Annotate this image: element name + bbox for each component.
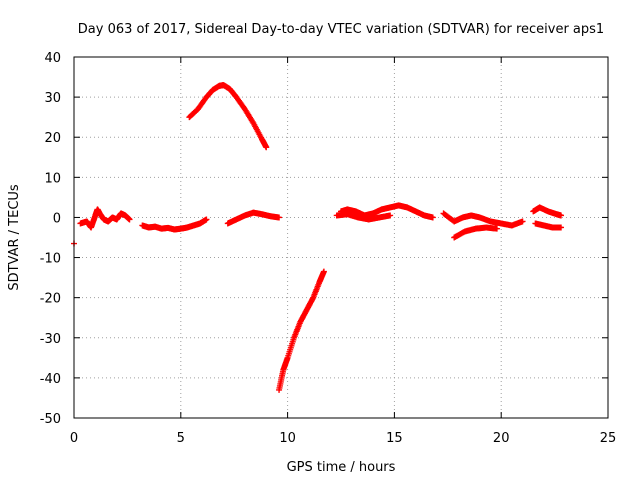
y-tick-label: 0 (53, 211, 61, 226)
data-point (519, 218, 526, 225)
tick-labels: 0 5 10 15 20 25 -50 -40 -30 -20 -10 0 10 20 30 40 (40, 51, 617, 446)
data-point (203, 216, 210, 223)
data-point (429, 214, 436, 221)
y-tick-label: -20 (40, 292, 61, 307)
axis-ticks (73, 56, 609, 419)
y-tick-label: -40 (40, 372, 61, 387)
x-tick-label: 10 (279, 431, 296, 446)
series-arc-6 (276, 268, 327, 393)
data-points (71, 82, 565, 393)
x-axis-label: GPS time / hours (287, 460, 396, 475)
series-arc-7 (338, 202, 436, 221)
y-tick-label: -10 (40, 252, 61, 267)
series-arc-5 (224, 209, 283, 227)
y-axis-label: SDTVAR / TECUs (7, 184, 22, 291)
x-tick-label: 5 (177, 431, 185, 446)
y-tick-label: 40 (44, 51, 61, 66)
x-tick-label: 15 (386, 431, 403, 446)
x-tick-label: 25 (600, 431, 617, 446)
data-point (320, 268, 327, 275)
series-arc-12 (532, 220, 565, 231)
data-point (263, 144, 270, 151)
chart-title: Day 063 of 2017, Sidereal Day-to-day VTE… (78, 22, 604, 37)
x-tick-label: 20 (493, 431, 510, 446)
x-tick-label: 0 (70, 431, 78, 446)
series-arc-2 (77, 206, 133, 231)
plot-frame (73, 56, 609, 419)
grid-lines (74, 57, 608, 418)
series-arc-9 (440, 210, 526, 229)
data-point (558, 212, 565, 219)
y-tick-label: 30 (44, 91, 61, 106)
data-point (558, 224, 565, 231)
data-point (126, 216, 133, 223)
series-arc-4 (186, 82, 270, 151)
y-tick-label: -30 (40, 332, 61, 347)
series-arc-8 (333, 211, 394, 223)
series-arc-10 (451, 224, 500, 241)
series-arc-3 (139, 216, 210, 233)
series-arc-11 (530, 204, 565, 219)
y-tick-label: 10 (44, 171, 61, 186)
y-tick-label: -50 (40, 412, 61, 427)
y-tick-label: 20 (44, 131, 61, 146)
data-point (387, 212, 394, 219)
data-point (276, 214, 283, 221)
data-point (493, 225, 500, 232)
